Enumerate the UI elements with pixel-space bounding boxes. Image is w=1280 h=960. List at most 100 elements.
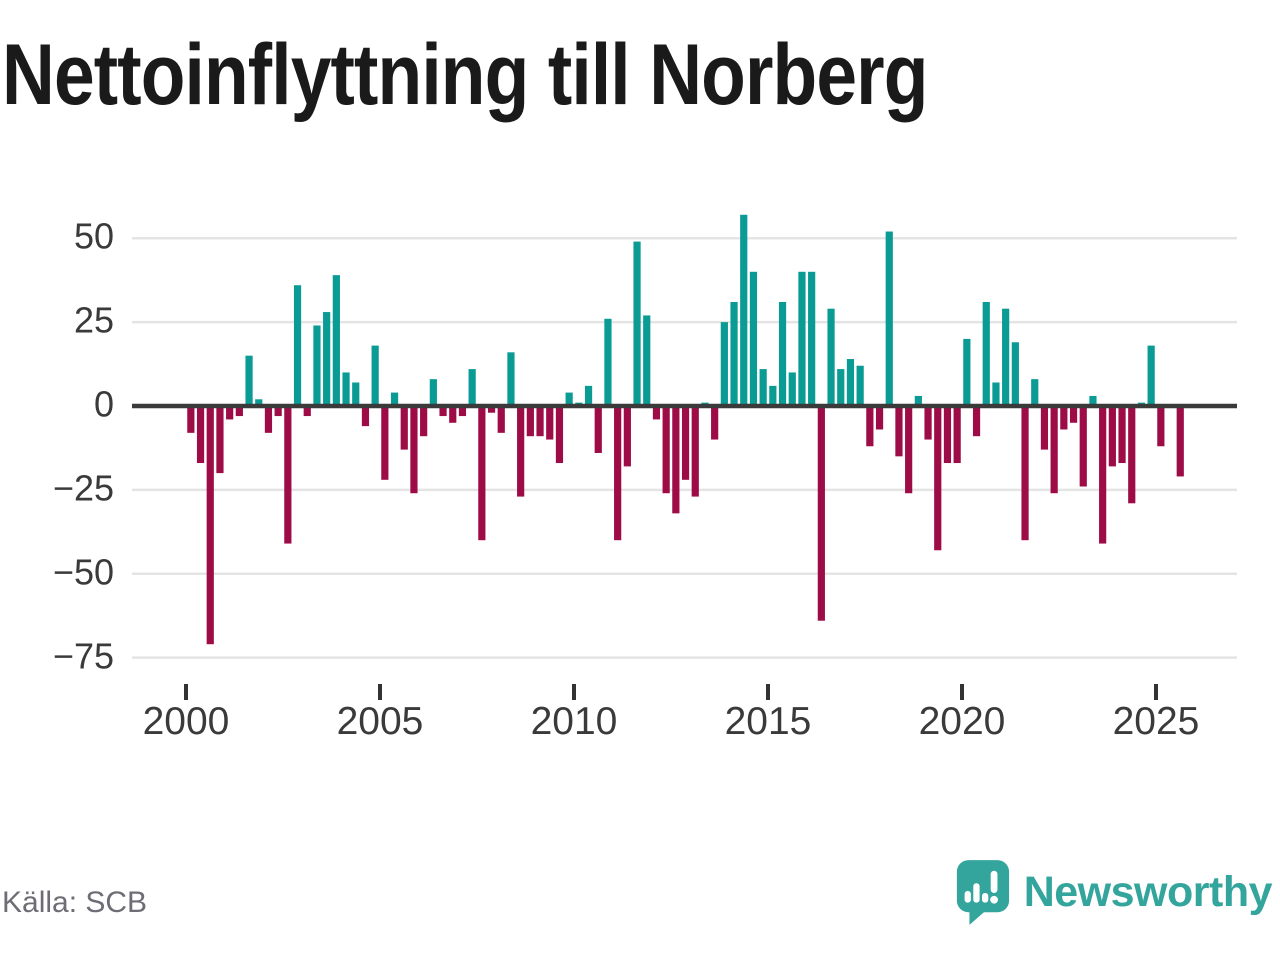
bars — [187, 214, 1184, 645]
bar-negative — [1157, 406, 1165, 447]
bar-negative — [681, 406, 690, 480]
bar-negative — [934, 406, 942, 551]
bar-positive — [778, 302, 787, 406]
bar-negative — [206, 406, 214, 645]
bar-negative — [1128, 406, 1136, 504]
bar-negative — [1099, 406, 1107, 544]
bar-positive — [1031, 379, 1039, 406]
bar-positive — [633, 241, 641, 406]
bar-negative — [953, 406, 961, 464]
bar-positive — [1089, 395, 1097, 406]
bar-positive — [798, 271, 806, 406]
x-axis-label: 2010 — [530, 700, 618, 743]
bar-positive — [468, 369, 476, 407]
bar-negative — [478, 406, 486, 541]
y-axis-label: −50 — [52, 551, 114, 593]
bar-negative — [866, 406, 874, 447]
bar-positive — [643, 315, 651, 406]
bar-negative — [1079, 406, 1087, 487]
y-axis-label: 25 — [73, 299, 114, 341]
bar-negative — [817, 406, 825, 621]
bar-positive — [982, 302, 990, 406]
brand-logo: Newsworthy — [953, 858, 1273, 926]
bar-negative — [546, 406, 554, 440]
bar-negative — [905, 406, 913, 494]
bar-negative — [497, 406, 505, 433]
bar-negative — [691, 406, 699, 497]
bar-positive — [1002, 308, 1010, 406]
bar-negative — [196, 406, 205, 464]
bar-negative — [235, 406, 243, 417]
bar-positive — [429, 379, 437, 406]
y-axis-label: −75 — [52, 634, 114, 676]
bar-negative — [303, 406, 311, 417]
bar-negative — [458, 406, 467, 417]
bar-negative — [614, 406, 622, 541]
bar-negative — [711, 406, 719, 440]
bar-negative — [1021, 406, 1029, 541]
bar-negative — [1176, 406, 1184, 477]
bar-negative — [361, 406, 370, 427]
bar-negative — [264, 406, 273, 433]
bar-positive — [323, 312, 331, 406]
bar-positive — [507, 352, 515, 406]
bar-positive — [914, 395, 922, 406]
bar-positive — [565, 392, 573, 406]
bar-positive — [390, 392, 399, 406]
x-axis-label: 2005 — [336, 700, 424, 743]
bar-negative — [216, 406, 224, 474]
bar-negative — [895, 406, 903, 457]
bar-negative — [672, 406, 680, 514]
bar-negative — [662, 406, 670, 494]
bar-positive — [293, 285, 302, 406]
bar-negative — [924, 406, 932, 440]
bar-positive — [856, 365, 864, 406]
bar-positive — [255, 399, 263, 406]
logo-speech-bubble — [956, 860, 1009, 925]
bar-positive — [740, 214, 748, 406]
bar-negative — [1050, 406, 1058, 494]
bar-negative — [381, 406, 389, 480]
bar-negative — [1108, 406, 1116, 467]
bar-positive — [769, 385, 777, 406]
bar-negative — [555, 406, 564, 464]
bar-negative — [400, 406, 408, 450]
newsworthy-logo-icon — [956, 860, 1009, 925]
logo-bar-chart-glyph — [964, 870, 998, 904]
bar-positive — [584, 385, 593, 406]
x-axis-label: 2000 — [142, 700, 230, 743]
bar-negative — [449, 406, 457, 423]
bar-positive — [720, 322, 728, 407]
bar-negative — [652, 406, 661, 420]
bar-positive — [827, 308, 835, 406]
bar-positive — [963, 338, 971, 406]
bar-positive — [1147, 345, 1155, 406]
y-axis-label: 50 — [73, 215, 114, 257]
bar-negative — [1060, 406, 1068, 430]
source-note: Källa: SCB — [2, 886, 148, 919]
bar-positive — [759, 369, 767, 407]
bar-negative — [274, 406, 282, 417]
bar-positive — [992, 382, 1000, 406]
bar-positive — [313, 325, 321, 406]
bar-positive — [837, 369, 845, 407]
bar-positive — [604, 318, 612, 406]
x-axis-label: 2025 — [1112, 700, 1200, 743]
bar-positive — [808, 271, 816, 406]
y-axis-label: −25 — [52, 467, 114, 509]
bar-positive — [352, 382, 360, 406]
bar-positive — [371, 345, 379, 406]
bar-negative — [594, 406, 602, 453]
bar-positive — [788, 372, 796, 406]
x-axis-label: 2020 — [918, 700, 1006, 743]
bar-positive — [1011, 342, 1019, 406]
bar-negative — [526, 406, 534, 437]
bar-negative — [943, 406, 952, 464]
bar-negative — [487, 406, 496, 413]
bar-negative — [1040, 406, 1049, 450]
bar-positive — [730, 302, 738, 406]
bar-negative — [226, 406, 234, 420]
bar-negative — [623, 406, 631, 467]
